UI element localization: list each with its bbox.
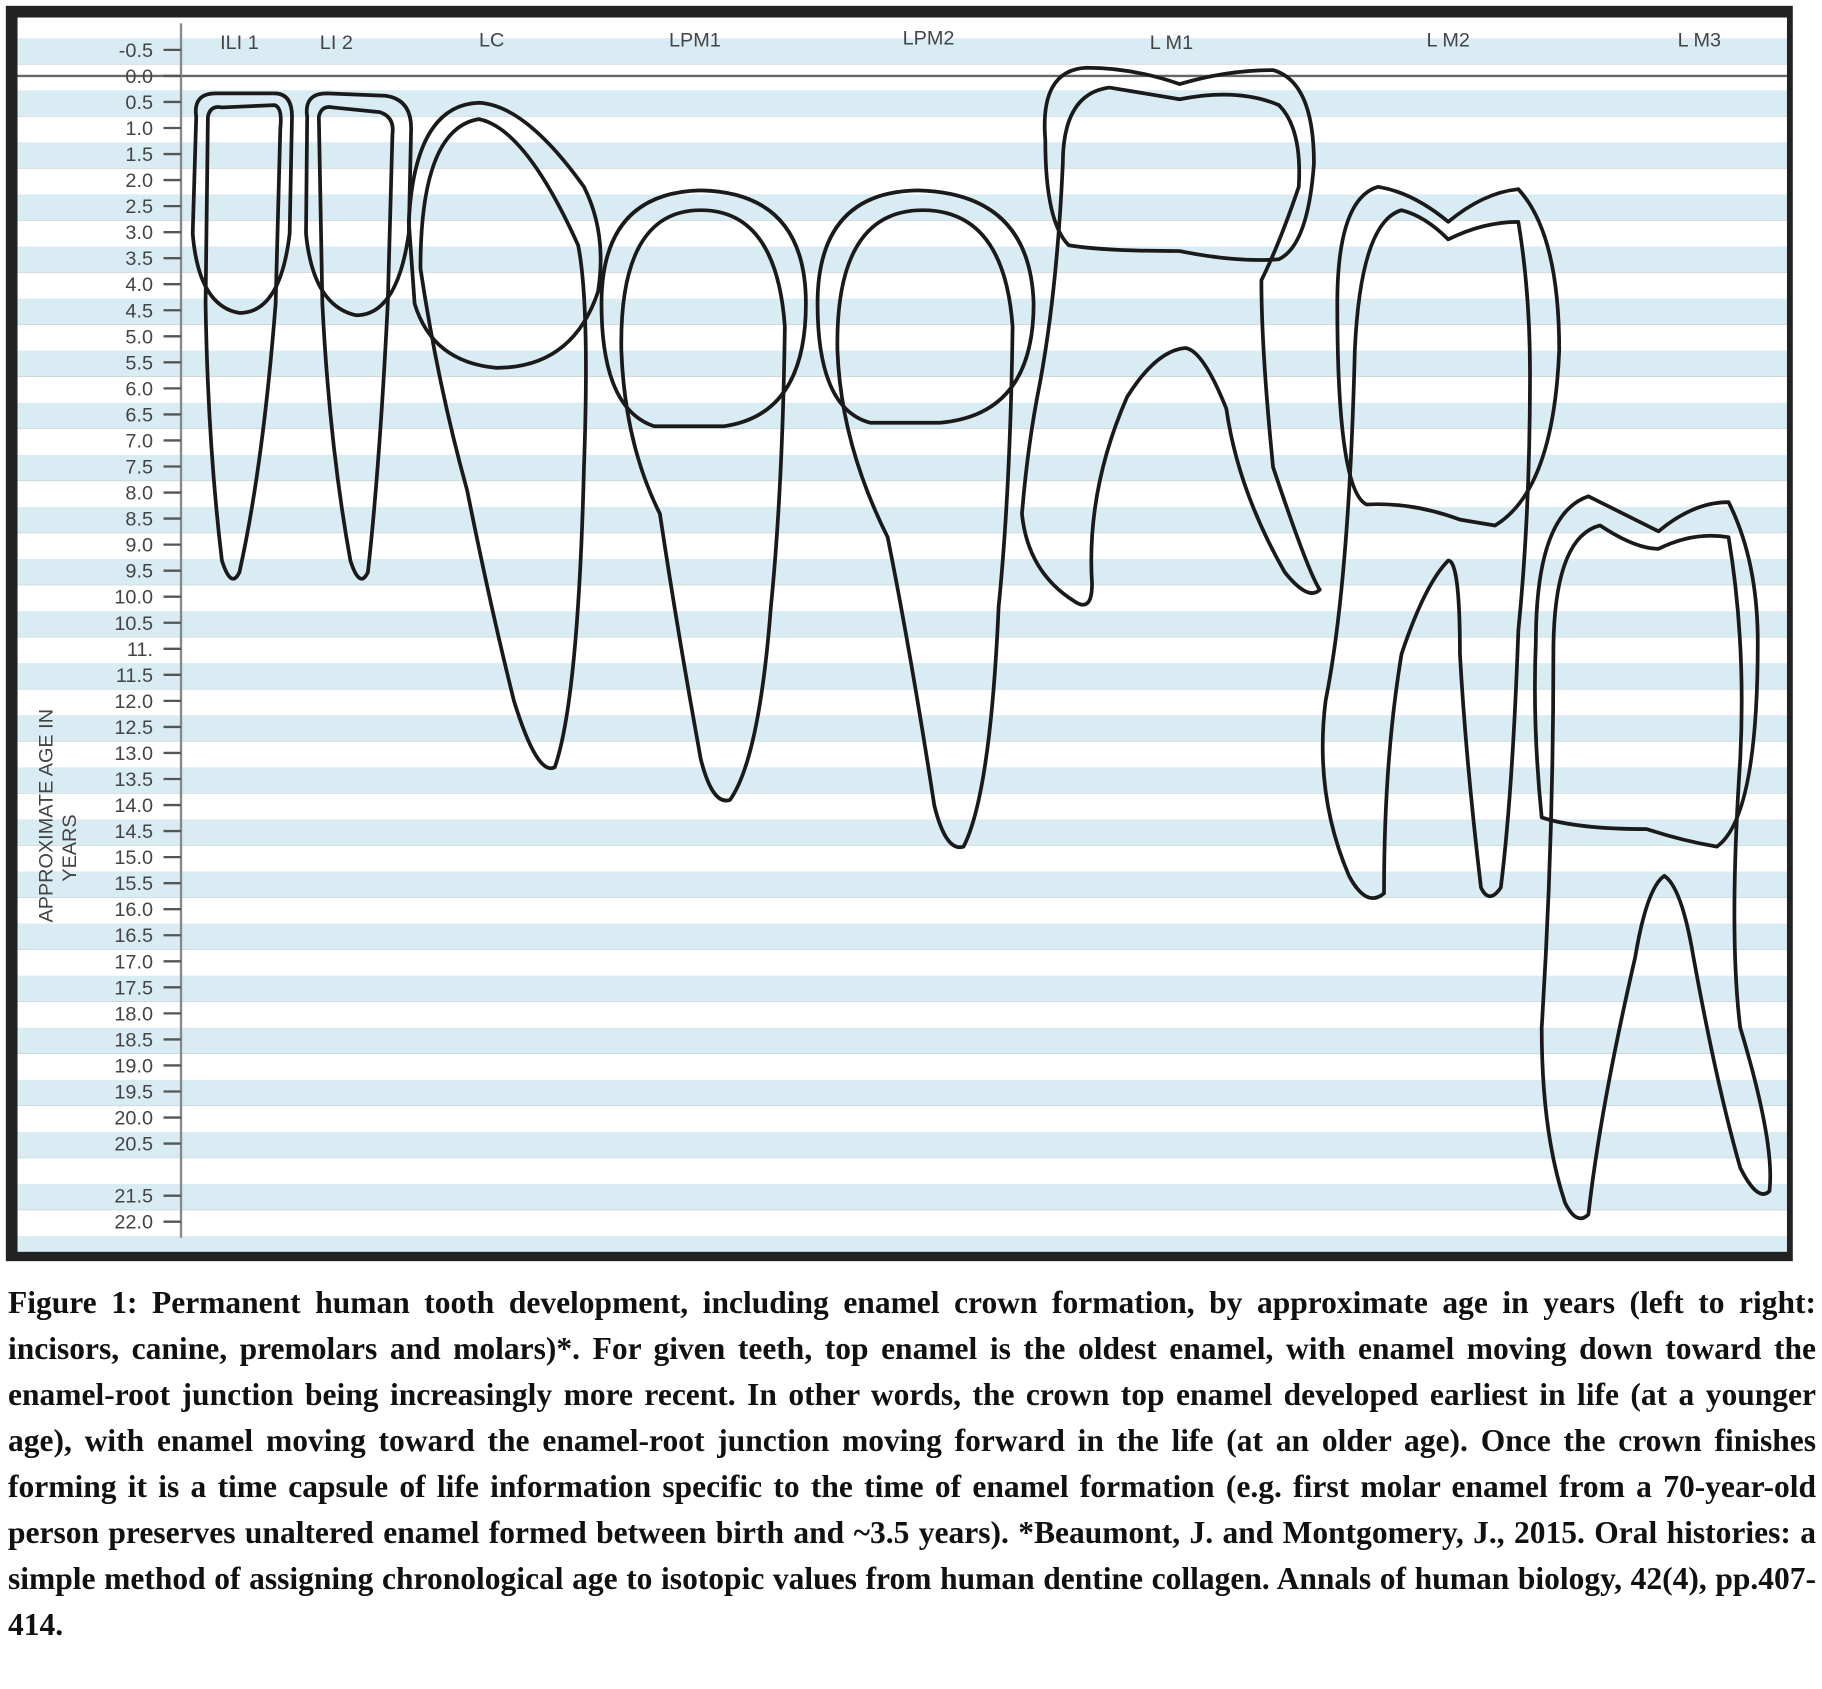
y-tick-label: 11.5 <box>116 665 153 687</box>
y-tick-label: 13.5 <box>114 769 153 791</box>
y-tick-label: 1.0 <box>125 118 153 140</box>
figure-caption: Figure 1: Permanent human tooth developm… <box>8 1285 1816 1642</box>
y-tick-label: 2.0 <box>125 170 153 192</box>
lpm2-crown-outline <box>815 188 1036 425</box>
tooth-label-lc: LC <box>479 30 504 52</box>
y-tick-label: -0.5 <box>119 40 153 62</box>
y-tick-label: 19.0 <box>114 1055 153 1077</box>
lpm1-crown-outline <box>599 188 808 429</box>
y-tick-label: 14.0 <box>114 795 153 817</box>
tooth-label-li2: LI 2 <box>320 32 353 54</box>
y-tick-label: 17.5 <box>114 977 153 999</box>
y-tick-label: 3.5 <box>125 248 153 270</box>
tooth-label-lpm2: LPM2 <box>903 27 955 49</box>
y-tick-label: 4.5 <box>125 300 153 322</box>
lc-crown-outline <box>406 100 603 370</box>
ili1-crown-outline <box>190 91 294 315</box>
y-tick-label: 0.0 <box>125 66 153 88</box>
y-tick-label: 13.0 <box>114 743 153 765</box>
y-tick-label: 14.5 <box>114 821 153 843</box>
y-tick-label: 20.0 <box>114 1108 153 1130</box>
y-tick-label: 6.5 <box>125 404 153 426</box>
y-tick-label: 20.5 <box>114 1134 153 1156</box>
y-tick-label: 11. <box>127 639 153 661</box>
lm2-root-outline <box>1320 208 1532 900</box>
y-tick-label: 8.5 <box>125 509 153 531</box>
y-tick-label: 12.5 <box>114 717 153 739</box>
li2-root-outline <box>316 105 395 581</box>
li2-crown-outline <box>304 91 413 318</box>
y-tick-label: 4.0 <box>125 274 153 296</box>
tooth-label-lm2: L M2 <box>1427 30 1470 52</box>
y-tick-label: 7.0 <box>125 430 153 452</box>
y-tick-label: 10.0 <box>114 587 153 609</box>
y-tick-label: 16.0 <box>114 899 153 921</box>
y-tick-label: 2.5 <box>125 196 153 218</box>
y-tick-label: 12.0 <box>114 691 153 713</box>
lm1-crown-outline <box>1042 65 1316 262</box>
lm1-root-outline <box>1020 85 1322 607</box>
ili1-root-outline <box>203 103 283 581</box>
tooth-label-lm1: L M1 <box>1150 32 1193 54</box>
y-tick-label: 5.5 <box>125 352 153 374</box>
y-tick-label: 15.5 <box>114 873 153 895</box>
lm2-crown-outline <box>1335 184 1562 528</box>
lpm2-root-outline <box>835 208 1015 850</box>
y-axis-label-line1: APPROXIMATE AGE IN <box>36 709 58 923</box>
y-axis-ticks: -0.5 0.0 0.5 1.0 1.5 2.0 2.5 3.0 3.5 4.0 4.5 5.0 5.5… <box>114 40 182 1234</box>
y-tick-label: 17.0 <box>114 951 153 973</box>
y-tick-label: 22.0 <box>114 1212 153 1234</box>
tooth-development-figure: -0.5 0.0 0.5 1.0 1.5 2.0 2.5 3.0 3.5 4.0 4.5 5.0 5.5… <box>5 5 1793 1262</box>
y-tick-label: 1.5 <box>125 144 153 166</box>
y-tick-label: 16.5 <box>114 925 153 947</box>
y-tick-label: 15.0 <box>114 847 153 869</box>
lm3-root-outline <box>1539 523 1773 1221</box>
teeth-outlines <box>190 65 1773 1221</box>
tooth-label-lpm1: LPM1 <box>669 30 721 52</box>
y-tick-label: 6.0 <box>125 378 153 400</box>
plot-background <box>17 17 1787 1252</box>
y-tick-label: 3.0 <box>125 222 153 244</box>
y-tick-label: 10.5 <box>114 613 153 635</box>
y-axis-label: APPROXIMATE AGE IN YEARS <box>36 703 81 922</box>
y-tick-label: 19.5 <box>114 1081 153 1103</box>
y-tick-label: 21.5 <box>114 1186 153 1208</box>
y-tick-label: 0.5 <box>125 92 153 114</box>
y-tick-label: 8.0 <box>125 483 153 505</box>
y-tick-label: 18.5 <box>114 1029 153 1051</box>
y-tick-label: 9.5 <box>125 561 153 583</box>
tooth-labels: ILI 1 LI 2 LC LPM1 LPM2 L M1 L M2 L M3 <box>220 27 1721 54</box>
tooth-label-ili1: ILI 1 <box>220 32 259 54</box>
tooth-label-lm3: L M3 <box>1678 30 1721 52</box>
lc-root-outline <box>418 117 588 771</box>
y-tick-label: 5.0 <box>125 326 153 348</box>
lpm1-root-outline <box>619 208 787 803</box>
y-tick-label: 18.0 <box>114 1003 153 1025</box>
y-tick-label: 9.0 <box>125 535 153 557</box>
y-axis-label-line2: YEARS <box>59 814 81 881</box>
y-tick-label: 7.5 <box>125 457 153 479</box>
